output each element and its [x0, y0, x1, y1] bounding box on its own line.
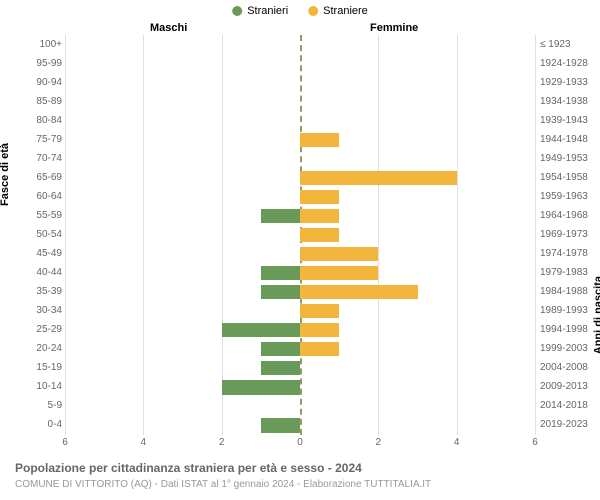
female-bar [300, 209, 339, 223]
x-tick-label: 2 [376, 437, 382, 448]
age-label: 30-34 [20, 305, 62, 316]
birth-year-label: 1944-1948 [540, 134, 595, 145]
male-bar [261, 342, 300, 356]
birth-year-label: 1924-1928 [540, 58, 595, 69]
age-label: 45-49 [20, 248, 62, 259]
age-label: 15-19 [20, 362, 62, 373]
female-bar [300, 304, 339, 318]
birth-year-label: 1969-1973 [540, 229, 595, 240]
birth-year-label: 1979-1983 [540, 267, 595, 278]
age-label: 65-69 [20, 172, 62, 183]
birth-year-label: 1934-1938 [540, 96, 595, 107]
x-axis: 6 4 2 0 2 4 6 [65, 435, 535, 455]
male-bar [261, 361, 300, 375]
gridline [378, 35, 379, 435]
age-label: 80-84 [20, 115, 62, 126]
birth-year-label: 1939-1943 [540, 115, 595, 126]
gridline [457, 35, 458, 435]
chart-subtitle: COMUNE DI VITTORITO (AQ) - Dati ISTAT al… [15, 479, 431, 490]
female-bar [300, 133, 339, 147]
birth-year-label: 1984-1988 [540, 286, 595, 297]
age-label: 20-24 [20, 343, 62, 354]
gridline [65, 35, 66, 435]
birth-year-label: 2019-2023 [540, 419, 595, 430]
age-label: 90-94 [20, 77, 62, 88]
birth-year-label: 1999-2003 [540, 343, 595, 354]
legend-dot-female [308, 6, 318, 16]
female-bar [300, 342, 339, 356]
section-header-female: Femmine [370, 22, 418, 34]
birth-year-label: 1954-1958 [540, 172, 595, 183]
gridline [535, 35, 536, 435]
birth-year-label: 2014-2018 [540, 400, 595, 411]
female-bar [300, 228, 339, 242]
male-bar [261, 266, 300, 280]
y-axis-right: ≤ 1923 1924-1928 1929-1933 1934-1938 1939-19… [540, 35, 595, 435]
male-bar [261, 209, 300, 223]
birth-year-label: 1989-1993 [540, 305, 595, 316]
male-bar [222, 323, 300, 337]
gridline [143, 35, 144, 435]
chart-container: Stranieri Straniere Maschi Femmine Fasce… [0, 0, 600, 500]
gridline [222, 35, 223, 435]
birth-year-label: 1949-1953 [540, 153, 595, 164]
birth-year-label: 1994-1998 [540, 324, 595, 335]
female-bar [300, 323, 339, 337]
legend-item-female: Straniere [308, 5, 368, 17]
x-tick-label: 6 [532, 437, 538, 448]
age-label: 5-9 [20, 400, 62, 411]
legend-dot-male [232, 6, 242, 16]
birth-year-label: 1974-1978 [540, 248, 595, 259]
y-axis-left: 100+ 95-99 90-94 85-89 80-84 75-79 70-74 65-69 6… [20, 35, 62, 435]
female-bar [300, 247, 378, 261]
x-tick-label: 4 [454, 437, 460, 448]
male-bar [261, 285, 300, 299]
age-label: 75-79 [20, 134, 62, 145]
age-label: 40-44 [20, 267, 62, 278]
female-bar [300, 190, 339, 204]
plot-area [65, 35, 535, 435]
age-label: 100+ [20, 39, 62, 50]
legend-label-male: Stranieri [247, 5, 288, 17]
legend-label-female: Straniere [323, 5, 368, 17]
y-axis-left-title: Fasce di età [0, 143, 11, 206]
birth-year-label: 2004-2008 [540, 362, 595, 373]
section-header-male: Maschi [150, 22, 187, 34]
age-label: 70-74 [20, 153, 62, 164]
female-bar [300, 266, 378, 280]
male-bar [222, 380, 300, 394]
age-label: 55-59 [20, 210, 62, 221]
age-label: 35-39 [20, 286, 62, 297]
age-label: 0-4 [20, 419, 62, 430]
age-label: 85-89 [20, 96, 62, 107]
birth-year-label: 1964-1968 [540, 210, 595, 221]
age-label: 25-29 [20, 324, 62, 335]
age-label: 95-99 [20, 58, 62, 69]
legend-item-male: Stranieri [232, 5, 288, 17]
birth-year-label: 1959-1963 [540, 191, 595, 202]
x-tick-label: 0 [297, 437, 303, 448]
male-bar [261, 418, 300, 432]
x-tick-label: 2 [219, 437, 225, 448]
female-bar [300, 171, 457, 185]
birth-year-label: ≤ 1923 [540, 39, 595, 50]
birth-year-label: 1929-1933 [540, 77, 595, 88]
age-label: 10-14 [20, 381, 62, 392]
female-bar [300, 285, 418, 299]
x-tick-label: 4 [141, 437, 147, 448]
age-label: 60-64 [20, 191, 62, 202]
legend: Stranieri Straniere [232, 5, 368, 17]
birth-year-label: 2009-2013 [540, 381, 595, 392]
x-tick-label: 6 [62, 437, 68, 448]
chart-title: Popolazione per cittadinanza straniera p… [15, 461, 362, 475]
age-label: 50-54 [20, 229, 62, 240]
